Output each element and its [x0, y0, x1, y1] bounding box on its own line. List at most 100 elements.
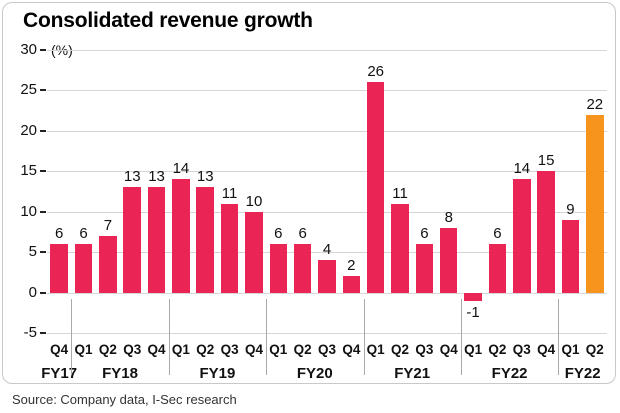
bar-value-label: 14 [513, 160, 531, 178]
y-tick-mark [40, 170, 46, 173]
bar-value-label: 6 [493, 225, 502, 243]
fy-group-label: FY21 [394, 365, 431, 382]
quarter-label: Q2 [293, 342, 312, 357]
bar-value-label: -1 [466, 303, 480, 321]
bar-value-label: 14 [172, 160, 190, 178]
bar [513, 179, 531, 293]
bar-value-label: 6 [420, 225, 429, 243]
quarter-label: Q4 [439, 342, 458, 357]
bar-value-label: 10 [245, 192, 263, 210]
bar-value-label: 6 [298, 225, 307, 243]
y-tick-mark [40, 251, 46, 254]
chart-title: Consolidated revenue growth [23, 9, 313, 32]
bar [464, 292, 482, 301]
bar [391, 203, 409, 293]
bar-value-label: 9 [566, 200, 575, 218]
bar [439, 227, 458, 293]
quarter-label: Q2 [585, 342, 604, 357]
group-separator [266, 298, 268, 375]
gridline [47, 292, 607, 294]
bar [488, 244, 507, 293]
bar-value-label: 7 [103, 216, 113, 234]
quarter-label: Q2 [196, 342, 215, 357]
group-separator [460, 298, 462, 375]
y-tick-mark [40, 129, 46, 132]
fy-group-label: FY22 [564, 365, 601, 382]
bar-value-label: 13 [196, 168, 214, 186]
bar-value-label: 2 [347, 257, 356, 275]
quarter-label: Q4 [342, 342, 361, 357]
gridline [47, 333, 607, 334]
y-tick-label: 0 [28, 283, 37, 301]
y-tick-mark [40, 49, 46, 51]
bar-value-label: 6 [55, 225, 64, 243]
bar [172, 179, 190, 293]
bar-value-label: 26 [367, 63, 385, 81]
y-tick-label: 20 [20, 121, 37, 139]
gridline [47, 90, 607, 92]
quarter-label: Q2 [488, 342, 507, 357]
y-tick-label: 10 [20, 202, 37, 220]
quarter-label: Q3 [512, 342, 531, 357]
quarter-label: Q3 [317, 342, 336, 357]
y-tick-label: 25 [20, 81, 37, 99]
bar [293, 244, 312, 293]
bar-value-label: 15 [537, 152, 555, 170]
quarter-label: Q1 [171, 342, 190, 357]
bar-value-label: 13 [148, 168, 165, 186]
y-tick-mark [40, 210, 46, 213]
quarter-label: Q3 [220, 342, 239, 357]
bar-value-label: 11 [392, 184, 408, 202]
quarter-label: Q1 [74, 342, 93, 357]
bar-value-label: 6 [79, 225, 88, 243]
gridline [47, 211, 607, 213]
bar-value-label: 13 [123, 168, 141, 186]
quarter-label: Q2 [391, 342, 410, 357]
gridline [47, 130, 607, 132]
bar [342, 276, 361, 293]
bar [537, 171, 555, 293]
y-tick-label: 5 [28, 243, 37, 261]
quarter-label: Q1 [561, 342, 580, 357]
source-note: Source: Company data, I-Sec research [12, 392, 237, 407]
y-tick-label: -5 [23, 324, 37, 341]
bar [586, 114, 604, 293]
bar-value-label: 8 [444, 208, 453, 226]
bar-value-label: 4 [322, 241, 332, 259]
quarter-label: Q1 [464, 342, 483, 357]
quarter-label: Q3 [123, 342, 142, 357]
bar [415, 244, 434, 293]
chart-card: Consolidated revenue growth (%) 30 25 20 15… [2, 2, 616, 384]
fy-group-label: FY19 [199, 365, 236, 382]
bar [366, 82, 385, 293]
quarter-label: Q3 [415, 342, 434, 357]
bar [269, 244, 288, 293]
quarter-label: Q4 [147, 342, 166, 357]
bar-value-label: 11 [221, 184, 238, 202]
bar [245, 211, 263, 293]
group-separator [71, 298, 73, 375]
y-tick-mark [40, 89, 46, 92]
bar [318, 260, 336, 293]
quarter-label: Q1 [269, 342, 288, 357]
bar [123, 187, 141, 293]
bar [99, 235, 117, 293]
y-tick-mark [40, 332, 46, 334]
y-tick-mark [40, 291, 46, 294]
fy-group-label: FY18 [102, 365, 138, 382]
group-separator [558, 298, 560, 375]
bar-value-label: 22 [586, 95, 604, 113]
bar [220, 203, 239, 293]
bar [561, 219, 580, 293]
gridline [47, 171, 607, 173]
gridline [47, 50, 607, 51]
y-tick-label: 30 [20, 41, 37, 58]
bar [74, 244, 93, 293]
bar-value-label: 6 [274, 225, 283, 243]
fy-group-label: FY22 [491, 365, 528, 382]
fy-group-label: FY20 [296, 365, 333, 382]
fy-group-label: FY17 [41, 365, 78, 382]
bar [147, 187, 166, 293]
bar [50, 244, 68, 293]
